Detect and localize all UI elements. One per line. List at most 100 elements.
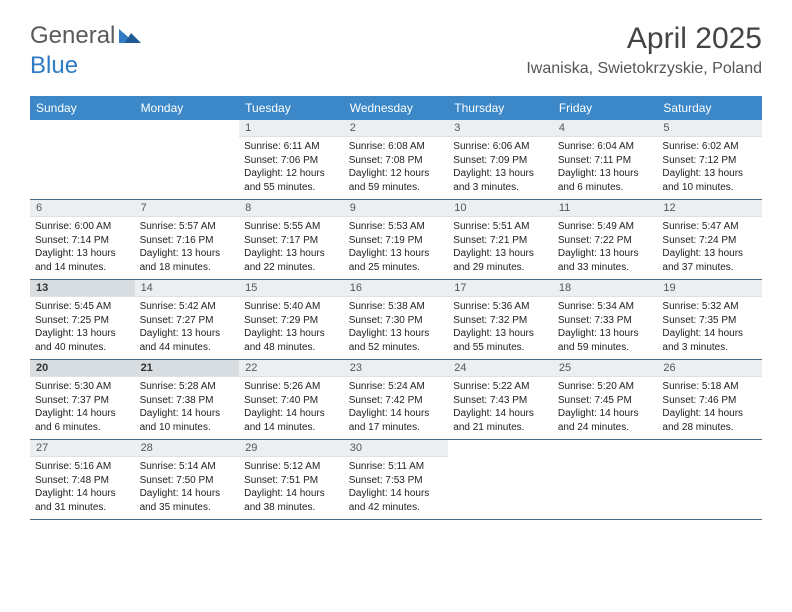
daylight-text: Daylight: 13 hours and 6 minutes. xyxy=(558,167,653,194)
day-cell: 8Sunrise: 5:55 AMSunset: 7:17 PMDaylight… xyxy=(239,200,344,279)
day-number: 5 xyxy=(657,120,762,137)
day-cell: 22Sunrise: 5:26 AMSunset: 7:40 PMDayligh… xyxy=(239,360,344,439)
day-number: 15 xyxy=(239,280,344,297)
sunset-text: Sunset: 7:17 PM xyxy=(244,234,339,248)
day-cell: 20Sunrise: 5:30 AMSunset: 7:37 PMDayligh… xyxy=(30,360,135,439)
daylight-text: Daylight: 13 hours and 40 minutes. xyxy=(35,327,130,354)
day-details: Sunrise: 5:32 AMSunset: 7:35 PMDaylight:… xyxy=(657,297,762,359)
day-number: 3 xyxy=(448,120,553,137)
day-cell: 30Sunrise: 5:11 AMSunset: 7:53 PMDayligh… xyxy=(344,440,449,519)
daylight-text: Daylight: 14 hours and 6 minutes. xyxy=(35,407,130,434)
day-number: 11 xyxy=(553,200,658,217)
day-number: 14 xyxy=(135,280,240,297)
day-cell: 9Sunrise: 5:53 AMSunset: 7:19 PMDaylight… xyxy=(344,200,449,279)
day-number: 29 xyxy=(239,440,344,457)
sunset-text: Sunset: 7:53 PM xyxy=(349,474,444,488)
sunset-text: Sunset: 7:50 PM xyxy=(140,474,235,488)
sunrise-text: Sunrise: 6:00 AM xyxy=(35,220,130,234)
sunset-text: Sunset: 7:51 PM xyxy=(244,474,339,488)
daylight-text: Daylight: 14 hours and 14 minutes. xyxy=(244,407,339,434)
day-number: 28 xyxy=(135,440,240,457)
day-cell: 10Sunrise: 5:51 AMSunset: 7:21 PMDayligh… xyxy=(448,200,553,279)
location-label: Iwaniska, Swietokrzyskie, Poland xyxy=(526,60,762,78)
daylight-text: Daylight: 13 hours and 18 minutes. xyxy=(140,247,235,274)
sunset-text: Sunset: 7:46 PM xyxy=(662,394,757,408)
sunrise-text: Sunrise: 6:11 AM xyxy=(244,140,339,154)
sunrise-text: Sunrise: 5:28 AM xyxy=(140,380,235,394)
sunrise-text: Sunrise: 5:16 AM xyxy=(35,460,130,474)
day-number: 16 xyxy=(344,280,449,297)
day-cell: 18Sunrise: 5:34 AMSunset: 7:33 PMDayligh… xyxy=(553,280,658,359)
day-number: 2 xyxy=(344,120,449,137)
day-cell: 7Sunrise: 5:57 AMSunset: 7:16 PMDaylight… xyxy=(135,200,240,279)
day-cell: 15Sunrise: 5:40 AMSunset: 7:29 PMDayligh… xyxy=(239,280,344,359)
day-number: 8 xyxy=(239,200,344,217)
day-details: Sunrise: 5:34 AMSunset: 7:33 PMDaylight:… xyxy=(553,297,658,359)
day-details: Sunrise: 6:00 AMSunset: 7:14 PMDaylight:… xyxy=(30,217,135,279)
day-details: Sunrise: 5:47 AMSunset: 7:24 PMDaylight:… xyxy=(657,217,762,279)
sunrise-text: Sunrise: 5:40 AM xyxy=(244,300,339,314)
day-number: 1 xyxy=(239,120,344,137)
day-details: Sunrise: 5:45 AMSunset: 7:25 PMDaylight:… xyxy=(30,297,135,359)
day-details: Sunrise: 5:18 AMSunset: 7:46 PMDaylight:… xyxy=(657,377,762,439)
sunrise-text: Sunrise: 5:26 AM xyxy=(244,380,339,394)
day-details: Sunrise: 5:51 AMSunset: 7:21 PMDaylight:… xyxy=(448,217,553,279)
daylight-text: Daylight: 14 hours and 35 minutes. xyxy=(140,487,235,514)
sunrise-text: Sunrise: 5:38 AM xyxy=(349,300,444,314)
daylight-text: Daylight: 13 hours and 14 minutes. xyxy=(35,247,130,274)
sunset-text: Sunset: 7:32 PM xyxy=(453,314,548,328)
day-details: Sunrise: 5:24 AMSunset: 7:42 PMDaylight:… xyxy=(344,377,449,439)
sunset-text: Sunset: 7:12 PM xyxy=(662,154,757,168)
sunrise-text: Sunrise: 5:20 AM xyxy=(558,380,653,394)
sunrise-text: Sunrise: 6:02 AM xyxy=(662,140,757,154)
daylight-text: Daylight: 13 hours and 33 minutes. xyxy=(558,247,653,274)
week-row: 20Sunrise: 5:30 AMSunset: 7:37 PMDayligh… xyxy=(30,360,762,440)
day-cell: 1Sunrise: 6:11 AMSunset: 7:06 PMDaylight… xyxy=(239,120,344,199)
day-cell xyxy=(30,120,135,199)
day-details: Sunrise: 5:36 AMSunset: 7:32 PMDaylight:… xyxy=(448,297,553,359)
day-cell: 27Sunrise: 5:16 AMSunset: 7:48 PMDayligh… xyxy=(30,440,135,519)
day-cell xyxy=(448,440,553,519)
daylight-text: Daylight: 13 hours and 3 minutes. xyxy=(453,167,548,194)
sunrise-text: Sunrise: 5:47 AM xyxy=(662,220,757,234)
day-details: Sunrise: 5:38 AMSunset: 7:30 PMDaylight:… xyxy=(344,297,449,359)
sunrise-text: Sunrise: 5:45 AM xyxy=(35,300,130,314)
sunset-text: Sunset: 7:14 PM xyxy=(35,234,130,248)
day-number xyxy=(30,120,135,124)
sunset-text: Sunset: 7:45 PM xyxy=(558,394,653,408)
header: General April 2025 Iwaniska, Swietokrzys… xyxy=(0,0,792,86)
sunrise-text: Sunrise: 5:57 AM xyxy=(140,220,235,234)
day-number: 22 xyxy=(239,360,344,377)
daylight-text: Daylight: 13 hours and 48 minutes. xyxy=(244,327,339,354)
weekday-label: Friday xyxy=(553,96,658,120)
day-number: 7 xyxy=(135,200,240,217)
day-cell: 21Sunrise: 5:28 AMSunset: 7:38 PMDayligh… xyxy=(135,360,240,439)
day-details: Sunrise: 5:40 AMSunset: 7:29 PMDaylight:… xyxy=(239,297,344,359)
sunset-text: Sunset: 7:27 PM xyxy=(140,314,235,328)
day-cell: 13Sunrise: 5:45 AMSunset: 7:25 PMDayligh… xyxy=(30,280,135,359)
day-cell: 6Sunrise: 6:00 AMSunset: 7:14 PMDaylight… xyxy=(30,200,135,279)
day-cell: 11Sunrise: 5:49 AMSunset: 7:22 PMDayligh… xyxy=(553,200,658,279)
weekday-label: Thursday xyxy=(448,96,553,120)
day-details: Sunrise: 5:22 AMSunset: 7:43 PMDaylight:… xyxy=(448,377,553,439)
day-cell: 14Sunrise: 5:42 AMSunset: 7:27 PMDayligh… xyxy=(135,280,240,359)
day-details: Sunrise: 5:30 AMSunset: 7:37 PMDaylight:… xyxy=(30,377,135,439)
day-details: Sunrise: 6:04 AMSunset: 7:11 PMDaylight:… xyxy=(553,137,658,199)
daylight-text: Daylight: 12 hours and 55 minutes. xyxy=(244,167,339,194)
sunset-text: Sunset: 7:29 PM xyxy=(244,314,339,328)
sunset-text: Sunset: 7:25 PM xyxy=(35,314,130,328)
sunrise-text: Sunrise: 5:53 AM xyxy=(349,220,444,234)
daylight-text: Daylight: 13 hours and 10 minutes. xyxy=(662,167,757,194)
sunrise-text: Sunrise: 5:24 AM xyxy=(349,380,444,394)
sunrise-text: Sunrise: 6:06 AM xyxy=(453,140,548,154)
brand-general: General xyxy=(30,22,115,50)
sunrise-text: Sunrise: 6:08 AM xyxy=(349,140,444,154)
daylight-text: Daylight: 13 hours and 55 minutes. xyxy=(453,327,548,354)
day-details: Sunrise: 6:11 AMSunset: 7:06 PMDaylight:… xyxy=(239,137,344,199)
sunset-text: Sunset: 7:38 PM xyxy=(140,394,235,408)
day-cell: 19Sunrise: 5:32 AMSunset: 7:35 PMDayligh… xyxy=(657,280,762,359)
sunset-text: Sunset: 7:30 PM xyxy=(349,314,444,328)
sunset-text: Sunset: 7:33 PM xyxy=(558,314,653,328)
day-number: 4 xyxy=(553,120,658,137)
day-details: Sunrise: 5:53 AMSunset: 7:19 PMDaylight:… xyxy=(344,217,449,279)
